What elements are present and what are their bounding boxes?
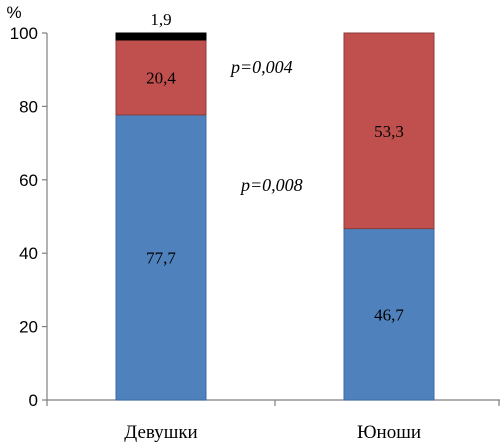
p-value-annotation-middle: p=0,008 — [239, 175, 303, 195]
data-label: 20,4 — [146, 68, 176, 87]
bar-segment — [115, 32, 207, 41]
y-tick-label: 60 — [19, 171, 38, 190]
bar-segment — [343, 32, 435, 230]
bar-segment — [115, 114, 207, 401]
y-tick-label: 100 — [10, 24, 38, 43]
y-tick-label: 40 — [19, 244, 38, 263]
x-category-label: Девушки — [124, 422, 197, 442]
p-value-annotation-top: p=0,004 — [229, 57, 293, 77]
data-label: 53,3 — [374, 122, 404, 141]
bar-segment — [343, 228, 435, 401]
y-tick-label: 0 — [29, 391, 38, 410]
data-label: 46,7 — [374, 305, 404, 324]
data-label: 77,7 — [146, 248, 176, 267]
data-label: 1,9 — [150, 10, 171, 29]
bar-segment — [115, 39, 207, 116]
bars — [115, 32, 435, 401]
x-category-label: Юноши — [357, 422, 421, 442]
y-tick-label: 20 — [19, 318, 38, 337]
y-tick-label: 80 — [19, 97, 38, 116]
labels: Девушки Юноши 77,7 20,4 1,9 46,7 53,3 — [124, 10, 421, 442]
y-axis-unit-label: % — [6, 3, 21, 22]
